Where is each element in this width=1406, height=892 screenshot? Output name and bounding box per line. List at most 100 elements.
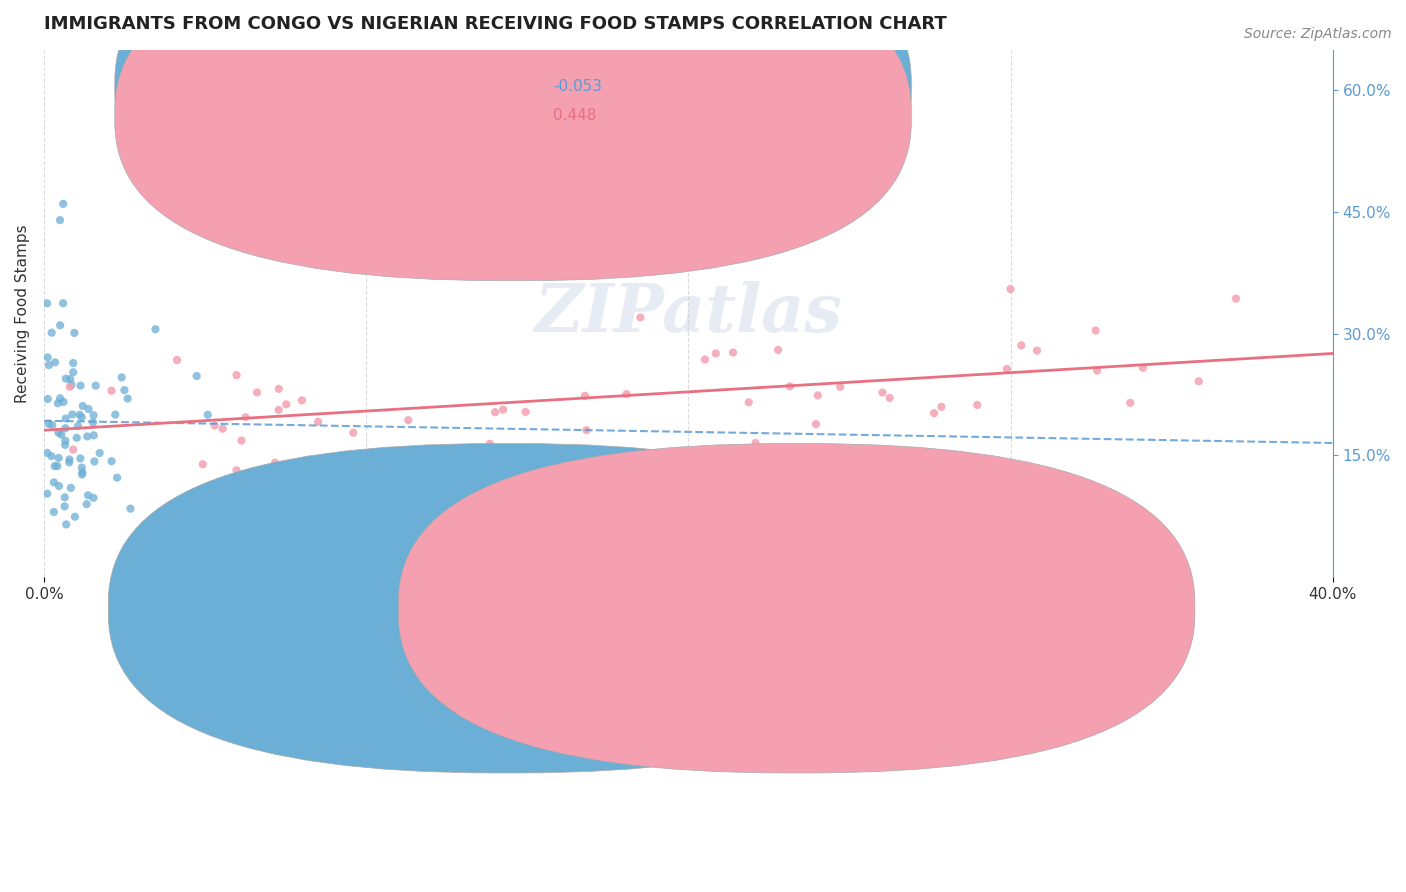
Point bbox=[53, 434, 76, 448]
Point bbox=[38, 358, 60, 372]
Point bbox=[166, 353, 188, 368]
Text: ZIPatlas: ZIPatlas bbox=[534, 281, 842, 346]
Point bbox=[38, 417, 60, 431]
Point bbox=[484, 405, 506, 419]
Point bbox=[48, 425, 70, 440]
Point bbox=[82, 416, 104, 430]
Text: IMMIGRANTS FROM CONGO VS NIGERIAN RECEIVING FOOD STAMPS CORRELATION CHART: IMMIGRANTS FROM CONGO VS NIGERIAN RECEIV… bbox=[44, 15, 946, 33]
Point bbox=[49, 318, 72, 333]
Point bbox=[37, 392, 59, 406]
Point bbox=[628, 310, 651, 325]
Point bbox=[46, 396, 69, 410]
Point bbox=[246, 385, 269, 400]
Point bbox=[872, 385, 894, 400]
Point bbox=[55, 517, 77, 532]
Point bbox=[70, 467, 93, 482]
Point bbox=[291, 393, 314, 408]
Point bbox=[922, 406, 945, 420]
Point bbox=[211, 422, 233, 436]
Point bbox=[478, 437, 501, 451]
Point bbox=[51, 427, 73, 442]
Point bbox=[76, 497, 98, 511]
Point bbox=[42, 475, 65, 490]
Point bbox=[100, 384, 122, 398]
FancyBboxPatch shape bbox=[398, 443, 1195, 773]
Point bbox=[276, 397, 298, 411]
Point bbox=[48, 479, 70, 493]
Point bbox=[52, 197, 75, 211]
Point bbox=[44, 458, 66, 473]
Point bbox=[197, 408, 219, 422]
Point bbox=[37, 446, 59, 460]
Point bbox=[1225, 292, 1247, 306]
Point bbox=[60, 377, 83, 392]
Text: Source: ZipAtlas.com: Source: ZipAtlas.com bbox=[1244, 27, 1392, 41]
Point bbox=[58, 452, 80, 467]
Text: -0.053: -0.053 bbox=[553, 79, 602, 95]
Point bbox=[396, 413, 419, 427]
Point bbox=[738, 395, 761, 409]
Point bbox=[1000, 282, 1022, 296]
Text: R = -0.053   N = 75: R = -0.053 N = 75 bbox=[527, 79, 678, 95]
Point bbox=[49, 391, 72, 405]
Point bbox=[83, 428, 105, 442]
Point bbox=[70, 460, 93, 475]
Point bbox=[49, 213, 72, 227]
Point bbox=[60, 408, 83, 422]
Point bbox=[66, 431, 89, 445]
Point bbox=[55, 411, 77, 425]
Point bbox=[117, 392, 139, 406]
Point bbox=[766, 343, 789, 357]
Point bbox=[616, 387, 638, 401]
Point bbox=[1084, 324, 1107, 338]
Point bbox=[342, 425, 364, 440]
Point bbox=[145, 322, 167, 336]
Point bbox=[37, 486, 59, 500]
Point bbox=[52, 296, 75, 310]
Point bbox=[111, 370, 134, 384]
Point bbox=[77, 488, 100, 502]
Point bbox=[83, 409, 105, 423]
Point bbox=[204, 418, 226, 433]
Point bbox=[89, 446, 111, 460]
Point bbox=[69, 378, 91, 392]
Point bbox=[779, 379, 801, 393]
Point bbox=[48, 450, 70, 465]
Point bbox=[59, 372, 82, 386]
Point bbox=[76, 429, 98, 443]
Point bbox=[37, 351, 59, 365]
Point bbox=[63, 326, 86, 340]
Point bbox=[1026, 343, 1049, 358]
FancyBboxPatch shape bbox=[108, 443, 905, 773]
Point bbox=[575, 423, 598, 437]
Point bbox=[62, 356, 84, 370]
Point bbox=[53, 421, 76, 435]
Point bbox=[77, 402, 100, 417]
Point bbox=[69, 451, 91, 466]
Point bbox=[53, 438, 76, 452]
Point bbox=[62, 365, 84, 379]
FancyBboxPatch shape bbox=[470, 55, 856, 139]
Point bbox=[995, 362, 1018, 376]
Point bbox=[70, 410, 93, 425]
Point bbox=[52, 395, 75, 409]
Point bbox=[231, 434, 253, 448]
Point bbox=[1010, 338, 1032, 352]
Point bbox=[55, 371, 77, 385]
Y-axis label: Receiving Food Stamps: Receiving Food Stamps bbox=[15, 224, 30, 402]
Point bbox=[44, 355, 66, 369]
Point bbox=[59, 481, 82, 495]
Text: Immigrants from Congo: Immigrants from Congo bbox=[495, 601, 702, 616]
Point bbox=[966, 398, 988, 412]
FancyBboxPatch shape bbox=[115, 0, 911, 281]
Point bbox=[307, 415, 329, 429]
Point bbox=[62, 442, 84, 457]
Point bbox=[41, 326, 63, 340]
Point bbox=[66, 419, 89, 434]
Point bbox=[83, 454, 105, 468]
Point bbox=[1085, 363, 1108, 377]
Point bbox=[264, 456, 287, 470]
Point bbox=[807, 388, 830, 402]
Text: R =  0.448   N = 54: R = 0.448 N = 54 bbox=[527, 108, 676, 123]
Point bbox=[879, 391, 901, 405]
